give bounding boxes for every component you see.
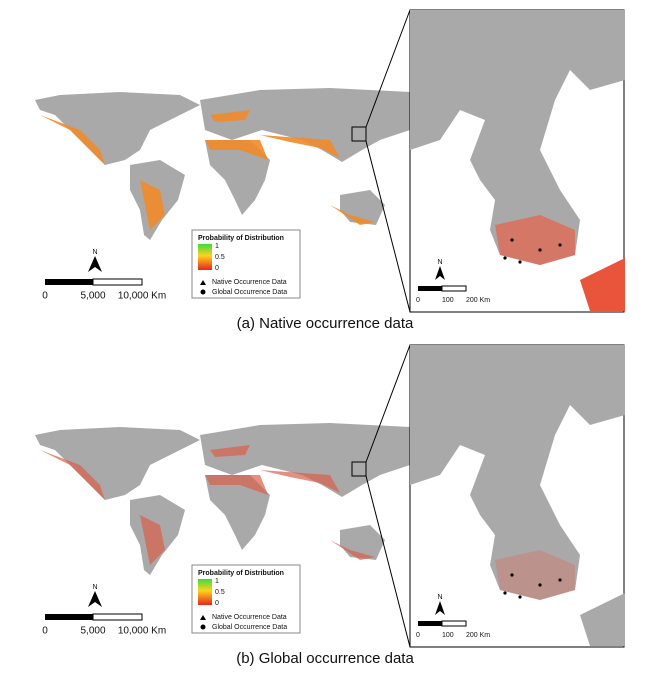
legend-scale-label: 1	[215, 578, 219, 585]
scale-bar	[441, 620, 467, 627]
north-label: N	[92, 584, 97, 591]
occurrence-point	[518, 595, 522, 599]
scale-label: 10,000 Km	[118, 291, 166, 302]
continent	[200, 88, 410, 162]
coast-suitability	[495, 550, 575, 600]
legend-title: Probability of Distribution	[198, 235, 284, 242]
legend-triangle	[200, 280, 206, 285]
occurrence-point	[510, 573, 514, 577]
continent	[205, 140, 270, 215]
north-arrow	[88, 256, 102, 272]
legend-scale-label: 0	[215, 600, 219, 607]
legend-scale-label: 0	[215, 265, 219, 272]
suitability-area	[210, 110, 250, 122]
caption: (b) Global occurrence data	[236, 650, 414, 667]
occurrence-point	[503, 256, 507, 260]
scale-label: 5,000	[80, 626, 105, 637]
scale-bar	[45, 614, 93, 620]
occurrence-point	[503, 591, 507, 595]
legend-triangle	[200, 615, 206, 620]
continent	[35, 427, 200, 500]
continent	[205, 475, 270, 550]
scale-bar	[92, 278, 143, 286]
scale-label: 10,000 Km	[118, 626, 166, 637]
caption: (a) Native occurrence data	[237, 315, 414, 332]
scale-label: 0	[42, 291, 48, 302]
scale-bar	[92, 613, 143, 621]
legend-ramp	[198, 579, 212, 605]
scale-bar	[418, 286, 442, 291]
legend-ramp	[198, 244, 212, 270]
scale-label: 0	[42, 626, 48, 637]
scale-bar	[45, 279, 93, 285]
zoom-line	[365, 140, 411, 313]
suitability-area	[210, 445, 250, 457]
zoom-line	[365, 344, 411, 463]
suitability-area	[140, 515, 165, 565]
scale-bar	[418, 621, 442, 626]
continent	[35, 92, 200, 165]
legend-title: Probability of Distribution	[198, 570, 284, 577]
inset-land	[580, 258, 625, 311]
coast-suitability	[495, 215, 575, 265]
zoom-line	[365, 9, 411, 128]
legend-dot	[200, 289, 206, 295]
scale-label: 0	[416, 297, 420, 304]
occurrence-point	[518, 260, 522, 264]
legend-scale-label: 1	[215, 243, 219, 250]
suitability-area	[140, 180, 165, 230]
inset-land	[410, 345, 625, 600]
north-label: N	[437, 594, 442, 601]
scale-label: 100	[442, 632, 454, 639]
north-arrow	[435, 601, 445, 615]
scale-bar	[441, 285, 467, 292]
occurrence-point	[538, 583, 542, 587]
legend-scale-label: 0.5	[215, 254, 225, 261]
panel: N 0 100 200 Km N 0 5,000 10,000 Km Probability o…	[35, 344, 625, 667]
panel: N 0 100 200 Km N 0 5,000 10,000 Km Probability o…	[35, 9, 625, 332]
scale-label: 100	[442, 297, 454, 304]
scale-label: 200 Km	[466, 297, 490, 304]
continent	[200, 423, 410, 497]
north-arrow	[88, 591, 102, 607]
legend-item: Native Occurrence Data	[212, 279, 287, 286]
inset-land	[410, 10, 625, 265]
suitability-area	[205, 475, 268, 495]
legend-item: Global Occurrence Data	[212, 624, 287, 631]
occurrence-point	[538, 248, 542, 252]
legend-item: Native Occurrence Data	[212, 614, 287, 621]
north-label: N	[92, 249, 97, 256]
suitability-area	[260, 470, 340, 493]
north-label: N	[437, 259, 442, 266]
occurrence-point	[558, 243, 562, 247]
inset-locator	[351, 461, 367, 477]
suitability-area	[205, 140, 268, 160]
legend-item: Global Occurrence Data	[212, 289, 287, 296]
suitability-area	[330, 540, 375, 560]
north-arrow	[435, 266, 445, 280]
inset-land	[580, 593, 625, 646]
occurrence-point	[558, 578, 562, 582]
suitability-area	[330, 205, 375, 225]
scale-label: 5,000	[80, 291, 105, 302]
suitability-area	[260, 135, 340, 158]
scale-label: 0	[416, 632, 420, 639]
inset-locator	[351, 126, 367, 142]
scale-label: 200 Km	[466, 632, 490, 639]
legend-dot	[200, 624, 206, 630]
zoom-line	[365, 475, 411, 648]
legend-scale-label: 0.5	[215, 589, 225, 596]
occurrence-point	[510, 238, 514, 242]
